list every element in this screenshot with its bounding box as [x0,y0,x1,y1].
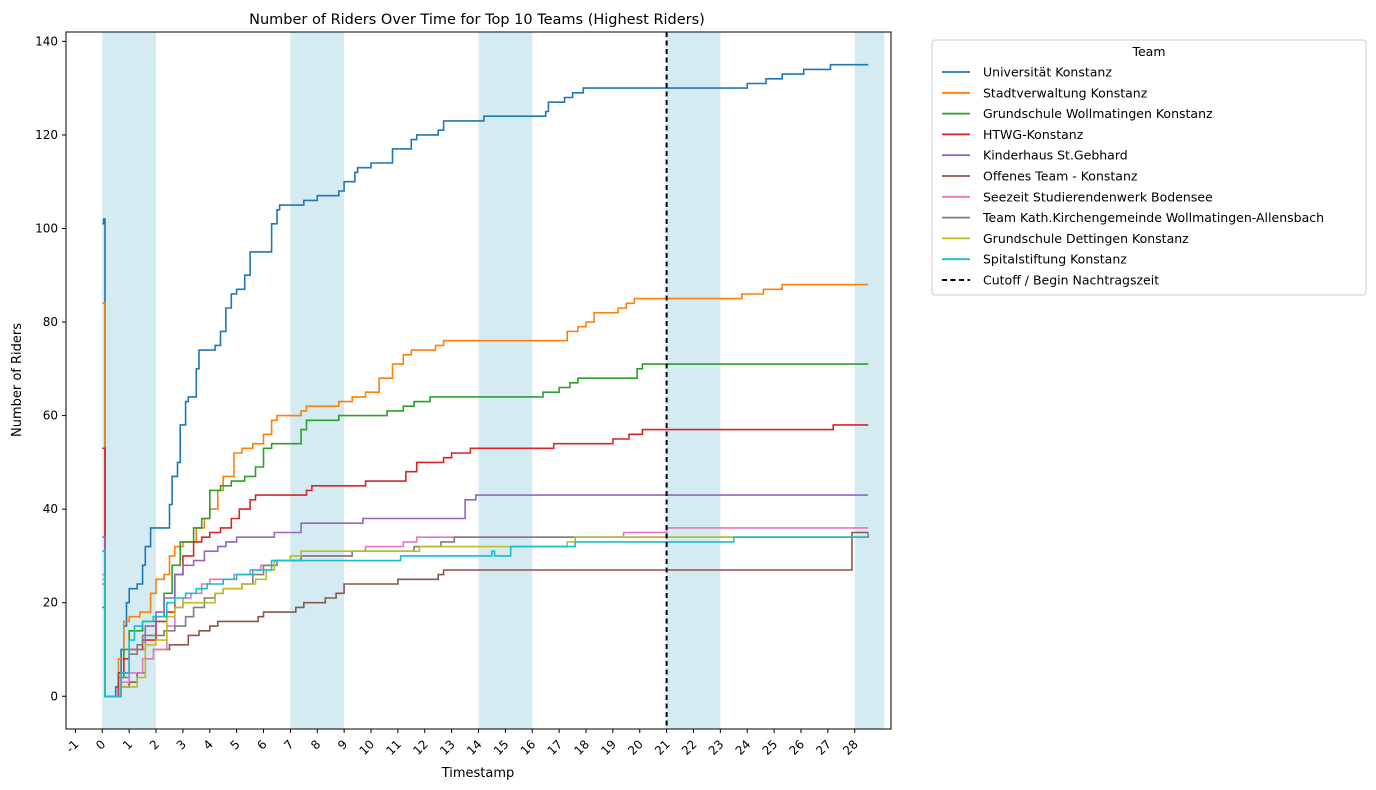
y-tick-label-80: 80 [43,315,58,329]
x-tick-label-17: 17 [545,737,566,758]
legend-label-5: Offenes Team - Konstanz [983,169,1138,184]
chart-title: Number of Riders Over Time for Top 10 Te… [249,12,705,28]
legend-label-0: Universität Konstanz [983,65,1112,80]
x-tick-label-1: 1 [120,737,135,752]
legend-label-8: Grundschule Dettingen Konstanz [983,231,1189,246]
series-line-5 [102,531,869,698]
x-tick-label-22: 22 [679,737,700,758]
x-tick-label-8: 8 [308,737,323,752]
legend: Team Universität Konstanz Stadtverwaltung… [931,39,1367,296]
x-tick-label-11: 11 [383,737,404,758]
x-tick-label-5: 5 [227,737,242,752]
x-tick-label-27: 27 [813,737,834,758]
series-line-1 [102,283,869,698]
x-tick-label-20: 20 [625,737,646,758]
y-tick-label-60: 60 [43,409,58,423]
y-tick-label-40: 40 [43,502,58,516]
x-tick-label-16: 16 [518,737,539,758]
y-tick-label-100: 100 [35,221,58,235]
x-tick-label-24: 24 [733,737,754,758]
x-tick-label-0: 0 [93,737,108,752]
y-tick-label-20: 20 [43,596,58,610]
x-tick-label-19: 19 [598,737,619,758]
series-lines [102,63,869,698]
legend-frame [931,39,1367,296]
plot-frame [65,31,892,730]
x-tick-label--1: -1 [63,737,81,755]
x-tick-label-18: 18 [571,737,592,758]
x-tick-label-4: 4 [201,737,216,752]
shaded-region-4 [854,32,885,729]
legend-label-10: Cutoff / Begin Nachtragszeit [983,273,1159,288]
shaded-regions [102,32,885,729]
x-tick-label-14: 14 [464,737,485,758]
x-tick-label-25: 25 [760,737,781,758]
shaded-region-3 [666,32,721,729]
x-tick-label-6: 6 [254,737,269,752]
shaded-region-2 [478,32,533,729]
shaded-region-0 [102,32,157,729]
legend-label-9: Spitalstiftung Konstanz [983,252,1127,267]
x-tick-label-2: 2 [147,737,162,752]
x-tick-label-28: 28 [840,737,861,758]
legend-label-7: Team Kath.Kirchengemeinde Wollmatingen-A… [982,210,1324,225]
x-tick-label-13: 13 [437,737,458,758]
y-tick-label-140: 140 [35,34,58,48]
x-tick-label-10: 10 [356,737,377,758]
y-tick-label-0: 0 [50,689,58,703]
y-tick-label-120: 120 [35,128,58,142]
legend-label-6: Seezeit Studierendenwerk Bodensee [983,189,1213,204]
series-line-0 [102,63,869,698]
x-tick-label-9: 9 [335,737,350,752]
series-line-9 [102,536,869,698]
x-tick-label-3: 3 [174,737,189,752]
x-tick-label-7: 7 [281,737,296,752]
legend-label-4: Kinderhaus St.Gebhard [983,148,1128,163]
shaded-region-1 [290,32,345,729]
y-axis-label: Number of Riders [10,323,25,437]
legend-label-3: HTWG-Konstanz [983,127,1084,142]
legend-title: Team [1131,44,1165,59]
x-tick-label-15: 15 [491,737,512,758]
legend-label-2: Grundschule Wollmatingen Konstanz [983,106,1213,121]
x-tick-label-26: 26 [786,737,807,758]
series-line-6 [102,527,869,698]
x-tick-label-12: 12 [410,737,431,758]
x-tick-label-21: 21 [652,737,673,758]
legend-label-1: Stadtverwaltung Konstanz [983,85,1148,100]
x-axis-label: Timestamp [441,766,515,781]
x-tick-label-23: 23 [706,737,727,758]
